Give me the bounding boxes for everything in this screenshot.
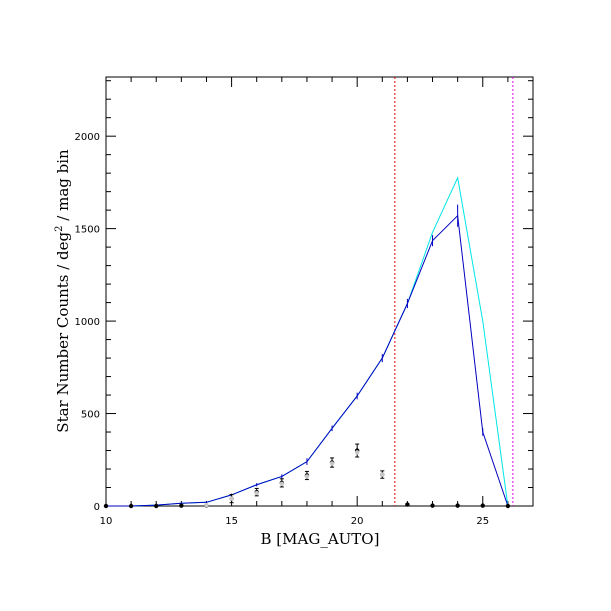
data-point bbox=[254, 490, 259, 496]
data-point bbox=[354, 450, 360, 455]
data-point bbox=[405, 502, 410, 507]
series-3 bbox=[204, 450, 385, 508]
plot-border bbox=[105, 76, 534, 507]
data-point bbox=[128, 503, 134, 509]
data-point bbox=[480, 503, 485, 508]
series-1 bbox=[106, 204, 509, 507]
data-point bbox=[455, 503, 460, 508]
data-point bbox=[179, 503, 184, 508]
y-tick-label: 2000 bbox=[75, 132, 100, 143]
minor-ticks bbox=[105, 77, 534, 507]
y-tick-label: 1500 bbox=[75, 225, 100, 236]
data-point bbox=[154, 503, 159, 509]
data-point bbox=[204, 502, 209, 508]
y-tick-label: 0 bbox=[94, 502, 100, 513]
x-tick-label: 15 bbox=[225, 516, 238, 527]
data-point bbox=[279, 481, 285, 487]
x-tick-labels: 10 15 20 25 bbox=[100, 516, 489, 527]
x-tick-label: 25 bbox=[476, 516, 489, 527]
y-axis-title: Star Number Counts / deg2 / mag bin bbox=[54, 149, 72, 433]
y-axis-title-main: Star Number Counts / deg bbox=[54, 231, 72, 432]
y-tick-label: 500 bbox=[81, 410, 100, 421]
series-layer bbox=[103, 176, 511, 509]
data-point bbox=[229, 496, 234, 501]
plot-frame bbox=[105, 76, 534, 507]
y-axis-title-tail: / mag bin bbox=[54, 149, 72, 226]
vertical-reference-lines bbox=[394, 77, 514, 506]
series-line bbox=[106, 176, 509, 507]
data-point bbox=[430, 503, 435, 508]
y-tick-label: 1000 bbox=[75, 317, 100, 328]
data-point bbox=[103, 503, 109, 509]
data-point bbox=[380, 472, 385, 477]
y-axis-title-superscript: 2 bbox=[54, 225, 65, 231]
data-point bbox=[329, 461, 335, 466]
data-point bbox=[304, 474, 310, 479]
x-axis-title: B [MAG_AUTO] bbox=[261, 530, 380, 548]
series-0 bbox=[106, 176, 509, 507]
x-tick-label: 20 bbox=[351, 516, 364, 527]
data-point bbox=[505, 503, 511, 509]
x-tick-label: 10 bbox=[100, 516, 113, 527]
y-tick-labels: 0 500 1000 1500 2000 bbox=[75, 132, 100, 513]
